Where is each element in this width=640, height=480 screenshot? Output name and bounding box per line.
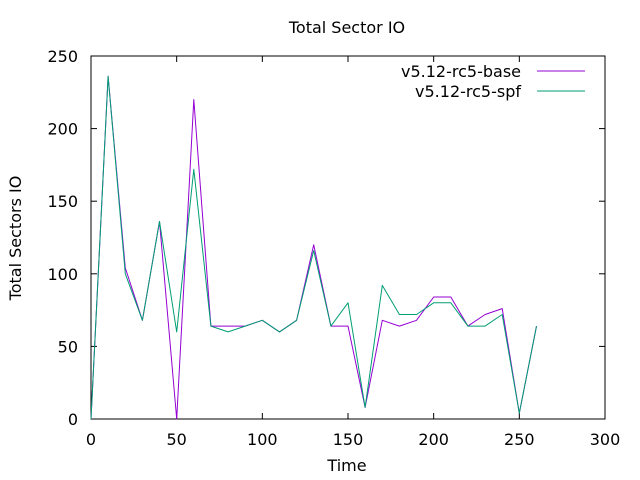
y-tick-label: 100 (47, 265, 78, 284)
series-line-1 (90, 75, 537, 420)
x-axis-label: Time (326, 456, 366, 475)
x-tick-label: 300 (590, 430, 621, 449)
y-axis: 0 50 100 150 200 250 (47, 47, 605, 429)
y-tick-label: 50 (58, 337, 78, 356)
x-tick-label: 200 (418, 430, 449, 449)
x-tick-label: 50 (166, 430, 186, 449)
y-tick-label: 150 (47, 192, 78, 211)
y-tick-label: 200 (47, 120, 78, 139)
chart-title: Total Sector IO (288, 18, 405, 37)
x-tick-label: 100 (247, 430, 278, 449)
y-axis-label: Total Sectors IO (6, 176, 25, 302)
x-axis: 0 50 100 150 200 250 300 (86, 56, 620, 449)
legend-label-1: v5.12-rc5-spf (415, 82, 521, 101)
x-tick-label: 150 (333, 430, 364, 449)
y-tick-label: 250 (47, 47, 78, 66)
x-tick-label: 250 (504, 430, 535, 449)
x-tick-label: 0 (86, 430, 96, 449)
series-line-0 (90, 75, 537, 420)
legend-label-0: v5.12-rc5-base (401, 62, 521, 81)
plot-frame (90, 55, 606, 420)
plot-border (90, 55, 606, 420)
y-tick-label: 0 (68, 410, 78, 429)
series-lines (90, 75, 537, 420)
